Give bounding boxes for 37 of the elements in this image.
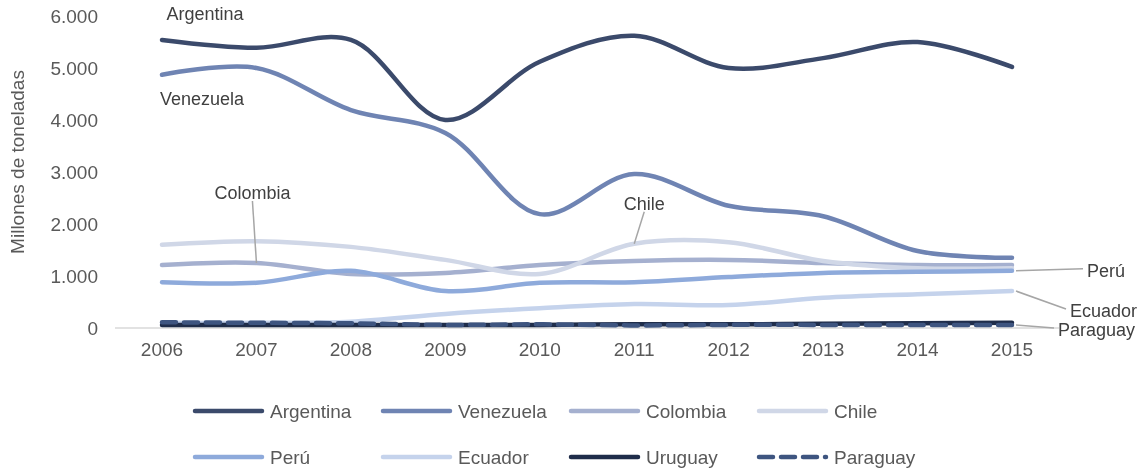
y-axis-title: Millones de toneladas: [7, 70, 28, 254]
x-tick-label: 2014: [896, 339, 940, 360]
y-tick-label: 3.000: [50, 161, 98, 183]
x-tick-label: 2015: [990, 339, 1034, 360]
x-tick-label: 2008: [329, 339, 373, 360]
x-tick-label: 2006: [140, 339, 184, 360]
y-tick-label: 5.000: [50, 57, 98, 79]
annotation: Colombia: [214, 183, 292, 204]
y-tick-label: 4.000: [50, 109, 98, 131]
line-series: [159, 268, 1015, 294]
x-tick-label: 2007: [235, 339, 278, 360]
annotation: Ecuador: [1070, 301, 1138, 322]
annotation: Argentina: [166, 4, 245, 25]
annotation: Venezuela: [159, 89, 246, 110]
y-tick-label: 2.000: [50, 213, 98, 235]
y-tick-label: 1.000: [50, 265, 98, 287]
legend-label: Uruguay: [646, 446, 719, 468]
legend-label: Ecuador: [458, 446, 530, 468]
line-series: [159, 33, 1015, 123]
y-tick-label: 0: [87, 317, 98, 339]
legend-label: Chile: [834, 400, 878, 422]
line-series: [159, 237, 1015, 277]
x-tick-label: 2010: [518, 339, 561, 360]
x-tick-label: 2013: [801, 339, 845, 360]
y-tick-label: 6.000: [50, 5, 98, 27]
legend-label: Argentina: [270, 400, 352, 422]
legend-label: Paraguay: [834, 446, 916, 468]
annotation: Chile: [623, 194, 665, 215]
legend-label: Venezuela: [458, 400, 548, 422]
annotation: Paraguay: [1058, 320, 1136, 341]
x-tick-label: 2009: [424, 339, 467, 360]
x-tick-label: 2012: [707, 339, 750, 360]
legend-label: Colombia: [646, 400, 727, 422]
x-tick-label: 2011: [613, 339, 655, 360]
line-series: [159, 64, 1015, 261]
legend-label: Perú: [270, 446, 311, 468]
annotation: Perú: [1087, 261, 1126, 282]
